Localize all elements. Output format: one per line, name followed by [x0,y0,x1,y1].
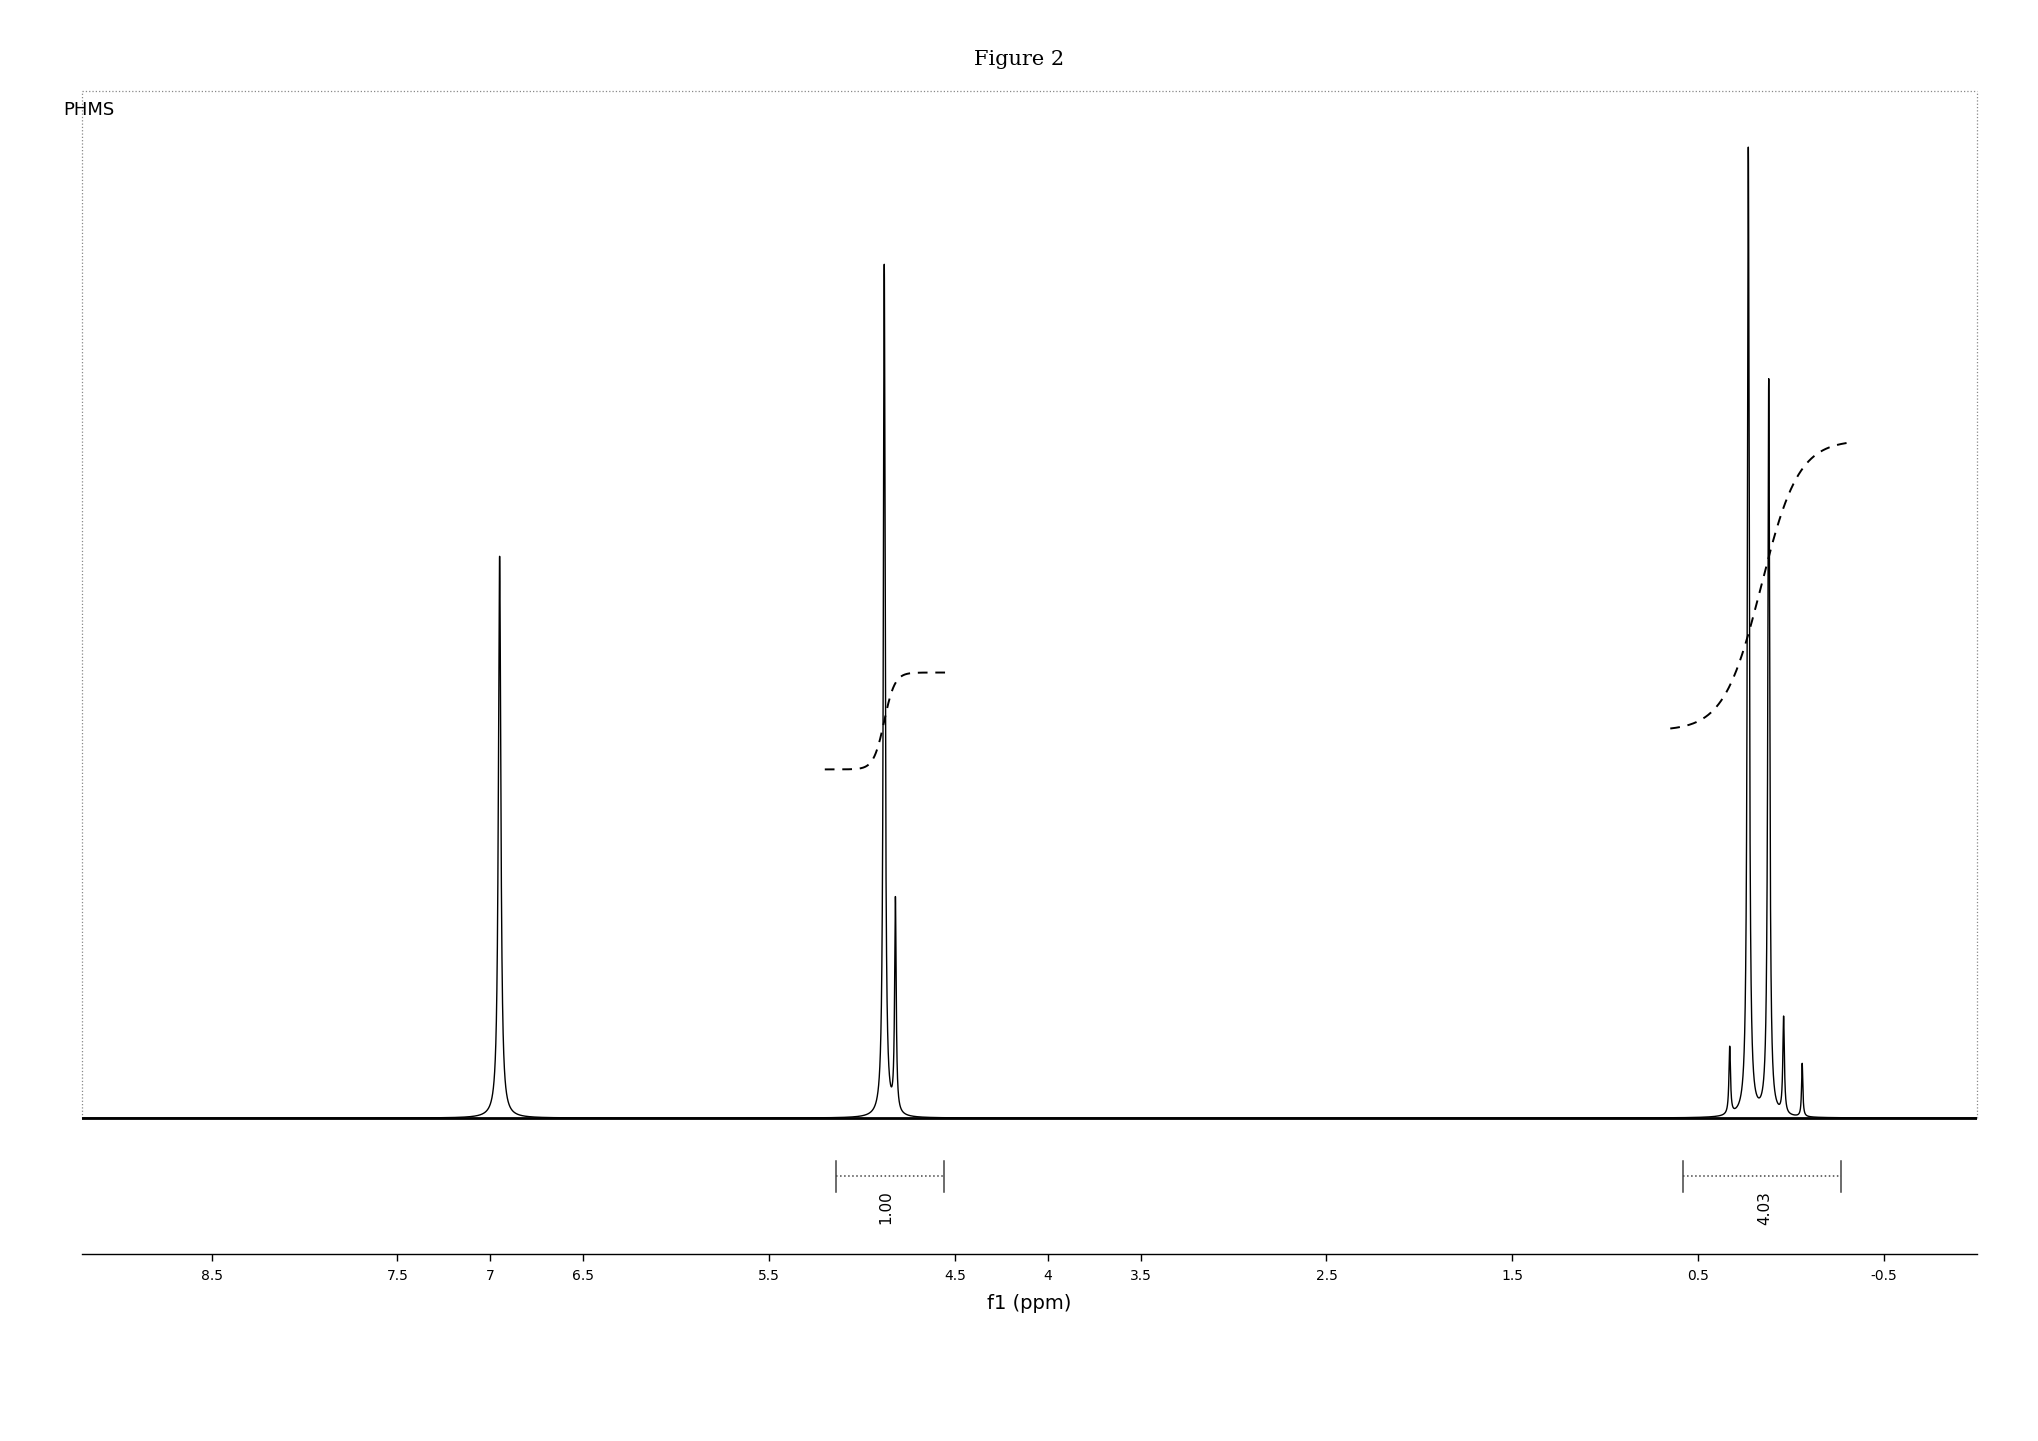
Text: 4.03: 4.03 [1757,1190,1773,1225]
Text: 1.00: 1.00 [878,1190,893,1225]
Text: Figure 2: Figure 2 [974,50,1064,69]
Text: PHMS: PHMS [63,101,114,120]
X-axis label: f1 (ppm): f1 (ppm) [986,1294,1072,1313]
